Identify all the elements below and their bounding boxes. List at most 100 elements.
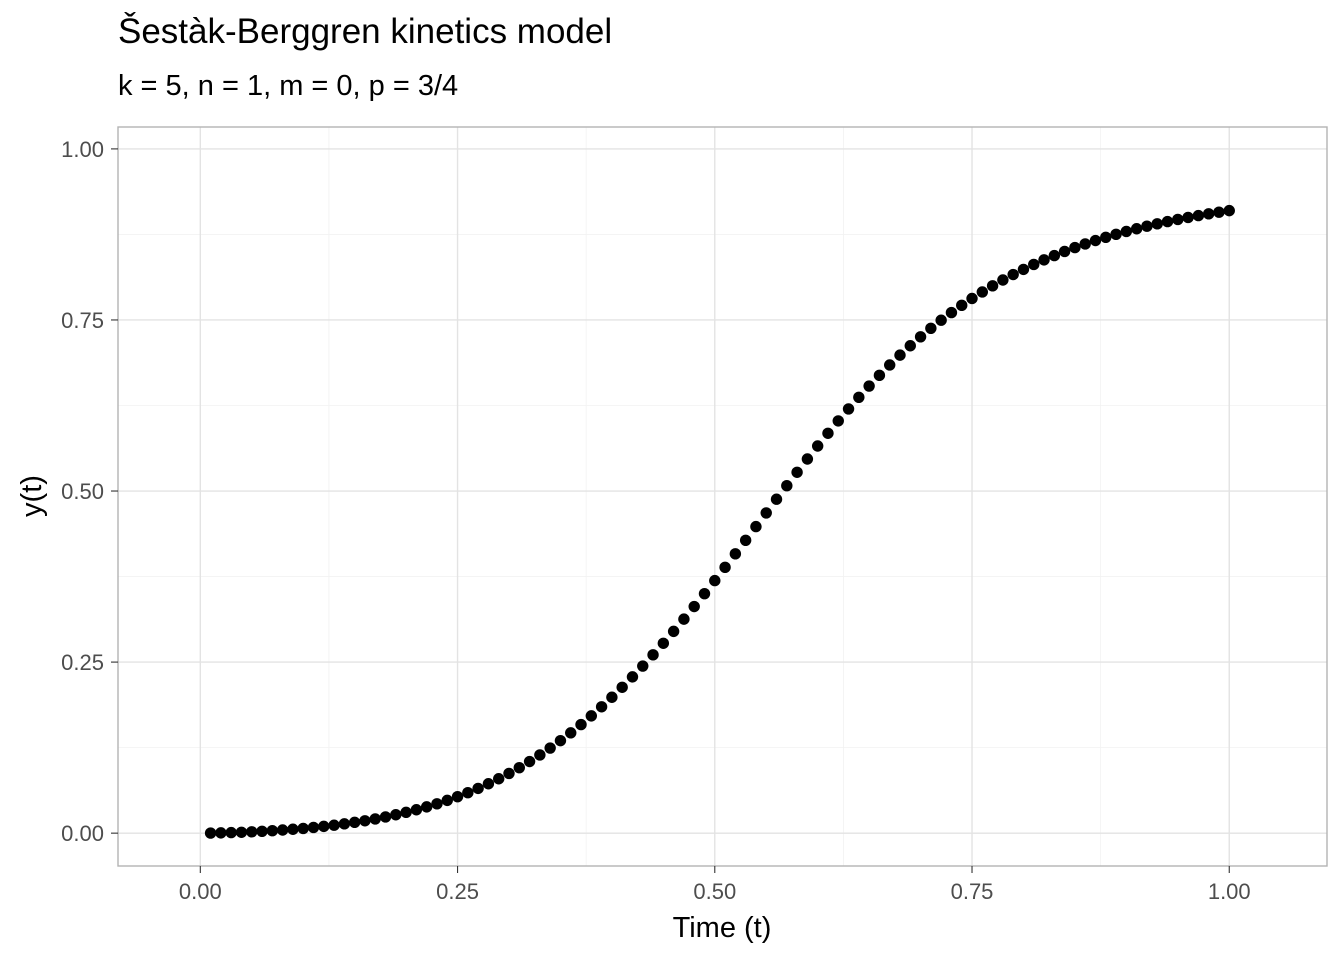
data-point-0-67 [894, 349, 906, 361]
panel-border [117, 126, 1328, 867]
data-point-0-88 [1110, 228, 1122, 240]
data-point-0-87 [1100, 231, 1112, 244]
data-point-0-19 [400, 806, 412, 819]
data-point-0-81 [1038, 254, 1050, 266]
panel-background [118, 127, 1327, 866]
data-point-0-23 [441, 794, 453, 807]
data-point-0-11 [318, 820, 330, 833]
data-point-0-61 [832, 415, 844, 427]
data-point-0-65 [873, 369, 886, 382]
data-point-0-8 [287, 823, 299, 835]
data-points [204, 204, 1235, 839]
data-point-0-55 [770, 493, 783, 505]
data-point-0-66 [884, 359, 896, 371]
data-point-0-6 [266, 824, 279, 837]
data-point-0-41 [626, 671, 639, 683]
data-point-0-3 [235, 826, 248, 838]
data-point-0-39 [606, 691, 618, 703]
data-point-0-9 [297, 822, 309, 835]
data-point-0-82 [1048, 249, 1061, 262]
y-axis-label: y(t) [16, 475, 48, 517]
data-point-0-72 [945, 306, 958, 319]
data-point-0-53 [750, 520, 762, 533]
data-point-0-28 [493, 773, 505, 785]
data-point-0-17 [379, 811, 392, 823]
data-point-0-14 [348, 816, 361, 829]
data-point-0-58 [801, 453, 814, 465]
data-point-0-78 [1007, 268, 1019, 281]
data-point-0-86 [1089, 234, 1102, 247]
data-point-0-50 [719, 561, 731, 574]
x-tick-label-3: 0.75 [951, 879, 994, 904]
data-point-0-98 [1213, 206, 1225, 218]
data-point-0-60 [822, 427, 834, 439]
data-point-0-59 [811, 440, 824, 452]
data-point-0-44 [657, 637, 670, 649]
data-point-0-29 [503, 767, 515, 780]
data-point-0-62 [842, 403, 855, 415]
y-tick-label-0: 0.00 [61, 821, 104, 846]
data-point-0-43 [647, 649, 659, 661]
y-tick-label-3: 0.75 [61, 308, 104, 333]
data-point-0-20 [410, 804, 423, 816]
data-point-0-90 [1130, 223, 1143, 235]
data-point-0-31 [523, 755, 536, 768]
data-point-0-73 [956, 299, 968, 312]
data-point-0-36 [575, 718, 587, 731]
data-point-0-57 [791, 466, 803, 478]
data-point-0-46 [678, 613, 690, 625]
data-point-0-48 [698, 587, 711, 600]
data-point-0-22 [431, 798, 443, 810]
data-point-0-92 [1151, 218, 1163, 230]
data-point-0-99 [1223, 204, 1235, 217]
data-point-0-96 [1192, 209, 1205, 222]
data-point-0-34 [554, 734, 567, 747]
data-point-0-49 [709, 574, 721, 587]
data-point-0-71 [935, 314, 947, 326]
data-point-0-97 [1202, 208, 1215, 220]
data-point-0-10 [307, 821, 320, 834]
data-point-0-35 [565, 727, 577, 739]
data-point-0-89 [1120, 225, 1133, 238]
data-point-0-45 [667, 625, 680, 638]
data-point-0-83 [1058, 245, 1071, 258]
chart-title: Šestàk-Berggren kinetics model [118, 12, 612, 51]
data-point-0-2 [225, 826, 237, 839]
data-point-0-4 [246, 826, 258, 838]
data-point-0-68 [904, 340, 916, 352]
data-point-0-7 [276, 824, 289, 836]
chart-subtitle: k = 5, n = 1, m = 0, p = 3/4 [118, 70, 458, 102]
data-point-0-1 [215, 827, 227, 839]
x-axis-label: Time (t) [673, 912, 772, 944]
data-point-0-95 [1182, 211, 1194, 224]
x-tick-label-1: 0.25 [436, 879, 479, 904]
x-tick-label-0: 0.00 [179, 879, 222, 904]
data-point-0-26 [472, 782, 484, 795]
data-point-0-15 [359, 815, 371, 827]
data-point-0-25 [462, 787, 474, 799]
data-point-0-38 [595, 701, 608, 713]
data-point-0-32 [534, 749, 546, 761]
data-point-0-79 [1017, 263, 1030, 276]
data-point-0-21 [420, 801, 433, 813]
x-tick-label-4: 1.00 [1208, 879, 1251, 904]
data-point-0-84 [1069, 241, 1081, 254]
data-point-0-16 [369, 813, 381, 825]
data-point-0-76 [986, 280, 999, 292]
data-point-0-27 [482, 778, 495, 790]
data-point-0-75 [976, 286, 989, 298]
data-point-0-33 [544, 742, 556, 754]
data-point-0-42 [637, 660, 649, 672]
data-point-0-94 [1172, 213, 1184, 226]
data-point-0-40 [616, 681, 628, 693]
data-point-0-91 [1141, 220, 1153, 232]
data-point-0-80 [1028, 258, 1040, 271]
data-point-0-70 [925, 322, 937, 335]
data-point-0-52 [739, 534, 752, 546]
data-point-0-56 [781, 479, 793, 492]
data-point-0-47 [688, 600, 700, 613]
data-point-0-85 [1079, 238, 1091, 250]
x-tick-label-2: 0.50 [693, 879, 736, 904]
y-tick-label-2: 0.50 [61, 479, 104, 504]
